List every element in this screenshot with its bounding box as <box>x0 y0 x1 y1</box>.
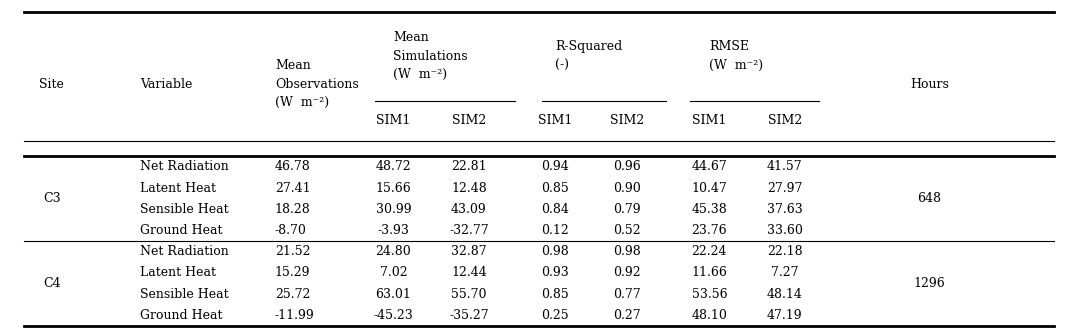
Text: SIM1: SIM1 <box>692 115 727 127</box>
Text: RMSE: RMSE <box>709 40 749 53</box>
Text: 55.70: 55.70 <box>452 288 486 301</box>
Text: SIM2: SIM2 <box>452 115 486 127</box>
Text: 0.96: 0.96 <box>613 160 641 173</box>
Text: -11.99: -11.99 <box>275 309 315 322</box>
Text: (W  m⁻²): (W m⁻²) <box>275 96 329 109</box>
Text: -8.70: -8.70 <box>275 224 307 237</box>
Text: Site: Site <box>39 78 65 90</box>
Text: 648: 648 <box>917 192 941 205</box>
Text: 23.76: 23.76 <box>691 224 728 237</box>
Text: 43.09: 43.09 <box>451 203 487 216</box>
Text: 0.52: 0.52 <box>613 224 641 237</box>
Text: -35.27: -35.27 <box>450 309 488 322</box>
Text: 7.27: 7.27 <box>771 266 799 280</box>
Text: 30.99: 30.99 <box>375 203 412 216</box>
Text: 22.81: 22.81 <box>451 160 487 173</box>
Text: 0.93: 0.93 <box>541 266 569 280</box>
Text: Variable: Variable <box>140 78 193 90</box>
Text: -3.93: -3.93 <box>377 224 410 237</box>
Text: Mean: Mean <box>393 31 429 44</box>
Text: Latent Heat: Latent Heat <box>140 266 217 280</box>
Text: Net Radiation: Net Radiation <box>140 160 229 173</box>
Text: 0.77: 0.77 <box>613 288 641 301</box>
Text: 27.41: 27.41 <box>275 182 310 195</box>
Text: 0.90: 0.90 <box>613 182 641 195</box>
Text: Sensible Heat: Sensible Heat <box>140 288 229 301</box>
Text: 11.66: 11.66 <box>691 266 728 280</box>
Text: 48.14: 48.14 <box>766 288 803 301</box>
Text: 0.27: 0.27 <box>613 309 641 322</box>
Text: 27.97: 27.97 <box>768 182 802 195</box>
Text: 21.52: 21.52 <box>275 245 310 258</box>
Text: SIM2: SIM2 <box>768 115 802 127</box>
Text: Net Radiation: Net Radiation <box>140 245 229 258</box>
Text: C3: C3 <box>43 192 60 205</box>
Text: 48.10: 48.10 <box>691 309 728 322</box>
Text: 0.79: 0.79 <box>613 203 641 216</box>
Text: Ground Heat: Ground Heat <box>140 224 223 237</box>
Text: 0.25: 0.25 <box>541 309 569 322</box>
Text: 0.84: 0.84 <box>541 203 569 216</box>
Text: 0.85: 0.85 <box>541 288 569 301</box>
Text: -32.77: -32.77 <box>450 224 488 237</box>
Text: 37.63: 37.63 <box>766 203 803 216</box>
Text: 32.87: 32.87 <box>451 245 487 258</box>
Text: SIM1: SIM1 <box>376 115 411 127</box>
Text: 0.98: 0.98 <box>541 245 569 258</box>
Text: 47.19: 47.19 <box>766 309 803 322</box>
Text: 45.38: 45.38 <box>691 203 728 216</box>
Text: 12.44: 12.44 <box>451 266 487 280</box>
Text: 1296: 1296 <box>913 277 945 290</box>
Text: 15.29: 15.29 <box>275 266 310 280</box>
Text: 48.72: 48.72 <box>375 160 412 173</box>
Text: 0.85: 0.85 <box>541 182 569 195</box>
Text: 44.67: 44.67 <box>691 160 728 173</box>
Text: Simulations: Simulations <box>393 50 468 63</box>
Text: Observations: Observations <box>275 78 359 90</box>
Text: 53.56: 53.56 <box>691 288 728 301</box>
Text: C4: C4 <box>43 277 60 290</box>
Text: -45.23: -45.23 <box>374 309 413 322</box>
Text: Hours: Hours <box>910 78 949 90</box>
Text: 25.72: 25.72 <box>275 288 310 301</box>
Text: R-Squared: R-Squared <box>555 40 622 53</box>
Text: 41.57: 41.57 <box>766 160 803 173</box>
Text: 0.12: 0.12 <box>541 224 569 237</box>
Text: Ground Heat: Ground Heat <box>140 309 223 322</box>
Text: 0.92: 0.92 <box>613 266 641 280</box>
Text: SIM2: SIM2 <box>610 115 645 127</box>
Text: Mean: Mean <box>275 59 310 72</box>
Text: 10.47: 10.47 <box>691 182 728 195</box>
Text: 7.02: 7.02 <box>379 266 407 280</box>
Text: 46.78: 46.78 <box>275 160 310 173</box>
Text: (-): (-) <box>555 59 569 72</box>
Text: 18.28: 18.28 <box>275 203 310 216</box>
Text: 22.18: 22.18 <box>766 245 803 258</box>
Text: 63.01: 63.01 <box>375 288 412 301</box>
Text: 22.24: 22.24 <box>692 245 727 258</box>
Text: 0.94: 0.94 <box>541 160 569 173</box>
Text: Sensible Heat: Sensible Heat <box>140 203 229 216</box>
Text: 33.60: 33.60 <box>766 224 803 237</box>
Text: (W  m⁻²): (W m⁻²) <box>709 59 763 72</box>
Text: SIM1: SIM1 <box>538 115 572 127</box>
Text: 0.98: 0.98 <box>613 245 641 258</box>
Text: (W  m⁻²): (W m⁻²) <box>393 68 447 81</box>
Text: 15.66: 15.66 <box>375 182 412 195</box>
Text: 24.80: 24.80 <box>375 245 412 258</box>
Text: Latent Heat: Latent Heat <box>140 182 217 195</box>
Text: 12.48: 12.48 <box>451 182 487 195</box>
